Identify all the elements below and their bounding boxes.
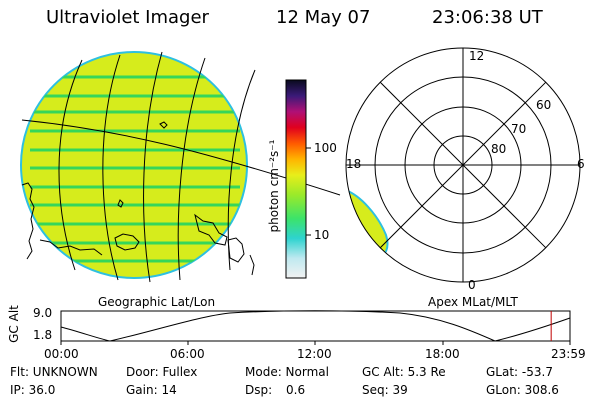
gain-info: Gain: 14	[126, 383, 177, 397]
ip-info: IP: 36.0	[10, 383, 56, 397]
colorbar-gradient	[285, 79, 307, 279]
flt-info: Flt: UNKNOWN	[10, 365, 98, 379]
alt-xtick-0600: 06:00	[170, 347, 205, 361]
alt-xtick-1800: 18:00	[425, 347, 460, 361]
date-label: 12 May 07	[276, 7, 371, 28]
seq-info: Seq: 39	[362, 383, 408, 397]
mlt-label-18: 18	[346, 157, 362, 171]
coastlines	[21, 121, 255, 276]
glon-info: GLon: 308.6	[486, 383, 559, 397]
alt-xtick-0000: 00:00	[44, 347, 79, 361]
geo-disk	[20, 51, 248, 279]
colorbar-units: photon cm⁻²s⁻¹	[267, 139, 281, 233]
glat-info: GLat: -53.7	[486, 365, 553, 379]
mlt-label-0: 0	[468, 278, 476, 292]
alt-plot-frame	[60, 310, 571, 342]
mlat-label-60: 60	[536, 98, 552, 112]
geographic-disk-panel	[20, 51, 341, 283]
gcalt-info: GC Alt: 5.3 Re	[362, 365, 446, 379]
mlt-label-6: 6	[577, 157, 585, 171]
colorbar	[285, 79, 311, 279]
dsp-label: Dsp:	[245, 383, 273, 397]
door-info: Door: Fullex	[126, 365, 198, 379]
colorbar-label-100: 100	[314, 141, 337, 155]
polar-grid	[345, 47, 581, 283]
alt-xtick-1200: 12:00	[297, 347, 332, 361]
apex-polar-panel	[345, 47, 581, 283]
instrument-title: Ultraviolet Imager	[46, 7, 209, 28]
mlat-label-70: 70	[511, 122, 527, 136]
apex-panel-caption: Apex MLat/MLT	[428, 295, 518, 309]
alt-xticks	[60, 341, 571, 345]
alt-xtick-2359: 23:59	[551, 347, 586, 361]
altitude-plot	[60, 310, 571, 345]
dsp-value: 0.6	[286, 383, 306, 397]
alt-curve	[60, 310, 571, 342]
alt-ylabel: GC Alt	[7, 305, 21, 343]
mode-info: Mode: Normal	[245, 365, 329, 379]
time-label: 23:06:38 UT	[432, 7, 543, 28]
colorbar-label-10: 10	[314, 228, 330, 242]
mlt-label-12: 12	[469, 49, 485, 63]
mlat-label-80: 80	[491, 142, 507, 156]
alt-ymax: 9.0	[33, 306, 53, 320]
geo-panel-caption: Geographic Lat/Lon	[98, 295, 216, 309]
alt-ymin: 1.8	[33, 328, 53, 342]
